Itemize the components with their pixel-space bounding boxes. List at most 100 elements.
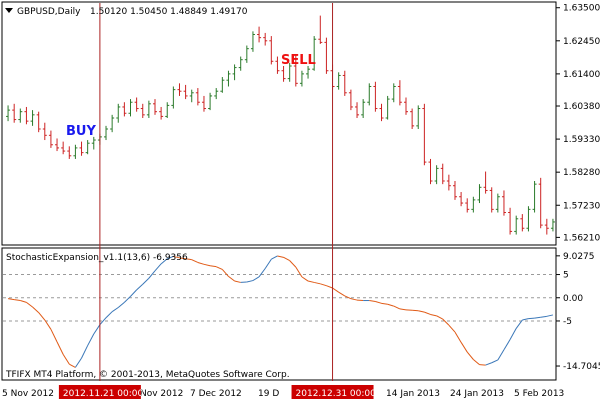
main-chart-frame (1, 1, 557, 246)
candle (495, 193, 500, 213)
candle (483, 171, 488, 194)
candle (12, 103, 17, 123)
time-badge-label: 2012.12.31 00:00 (296, 389, 377, 399)
stochastic-segment (87, 333, 95, 346)
stochastic-segment (485, 362, 492, 366)
stochastic-segment (216, 266, 223, 270)
candle (355, 102, 360, 118)
candle (214, 88, 219, 100)
candle (373, 81, 378, 112)
symbol-label: GBPUSD,Daily (17, 7, 81, 17)
stochastic-segment (473, 359, 480, 365)
stochastic-segment (160, 258, 168, 265)
stochastic-segment (522, 318, 529, 321)
time-tick-label: 5 Nov 2012 (2, 389, 54, 399)
stochastic-segment (99, 317, 107, 326)
time-tick-label: 5 Feb 2013 (514, 389, 564, 399)
candle (220, 77, 225, 93)
stochastic-segment (314, 281, 321, 285)
stochastic-segment (117, 302, 125, 308)
stochastic-segment (20, 300, 27, 303)
indicator-tick-label: 9.0275 (563, 252, 595, 262)
candle (397, 80, 402, 106)
candle (514, 215, 519, 235)
stochastic-segment (7, 298, 15, 301)
indicator-frame (1, 247, 557, 381)
price-tick-label: 1.62450 (563, 37, 600, 47)
candle (452, 180, 457, 200)
stochastic-segment (210, 265, 217, 268)
candle (165, 102, 170, 118)
stochastic-segment (69, 363, 76, 368)
candle (404, 97, 409, 115)
candle (508, 207, 513, 235)
stochastic-segment (277, 255, 284, 258)
stochastic-segment (418, 310, 425, 313)
candle (342, 70, 347, 96)
candle (79, 141, 84, 156)
stochastic-segment (93, 324, 101, 335)
time-tick-label: 24 Jan 2013 (450, 389, 504, 399)
stochastic-segment (124, 296, 131, 303)
chart-header: GBPUSD,Daily 1.50120 1.50450 1.48849 1.4… (5, 7, 248, 17)
candle (428, 158, 433, 185)
stochastic-segment (295, 266, 303, 278)
candle (520, 214, 525, 232)
stochastic-segment (466, 351, 474, 360)
stochastic-segment (448, 324, 456, 333)
header-arrow-icon (5, 8, 13, 13)
stochastic-segment (442, 318, 450, 326)
candle (348, 89, 353, 111)
candle (152, 99, 157, 115)
candle (379, 103, 384, 122)
candle (416, 105, 421, 130)
stochastic-segment (148, 270, 156, 279)
stochastic-segment (74, 357, 82, 368)
time-badge-label: 2012.11.21 00:00 (63, 389, 144, 399)
stochastic-segment (271, 255, 278, 260)
candle (42, 122, 47, 141)
stochastic-segment (369, 300, 376, 302)
candle (159, 106, 164, 120)
stochastic-segment (387, 303, 394, 307)
candle (544, 218, 549, 235)
candle (244, 45, 249, 63)
stochastic-segment (497, 349, 505, 361)
stochastic-segment (234, 280, 241, 283)
candle (195, 88, 200, 106)
price-tick-label: 1.61400 (563, 70, 600, 80)
stochastic-segment (326, 285, 333, 289)
stochastic-segment (50, 329, 58, 343)
indicator-level-lines (3, 274, 556, 322)
stochastic-line (7, 255, 554, 368)
signal-lines (99, 3, 334, 381)
stochastic-segment (81, 345, 89, 359)
candle (532, 180, 537, 213)
candle (238, 56, 243, 71)
candle (122, 102, 127, 117)
indicator-tick-label: 0.00 (563, 294, 583, 304)
price-axis: 1.63500 1.62450 1.61400 1.60380 1.59330 1.582… (556, 4, 600, 243)
stochastic-segment (540, 315, 547, 318)
candle (318, 15, 323, 44)
time-tick-label: Nov 2012 (140, 389, 183, 399)
candle (440, 163, 445, 185)
stochastic-segment (509, 328, 517, 340)
stochastic-segment (264, 258, 272, 269)
candle (128, 99, 133, 117)
candle (104, 125, 109, 141)
candle (67, 146, 72, 159)
stochastic-segment (399, 308, 407, 311)
stochastic-segment (283, 256, 290, 262)
price-tick-label: 1.57230 (563, 201, 600, 211)
stochastic-segment (503, 339, 511, 351)
candle (226, 70, 231, 87)
candle (489, 187, 494, 213)
price-tick-label: 1.59330 (563, 135, 600, 145)
time-tick-label: 7 Dec 2012 (190, 389, 242, 399)
candle (6, 105, 11, 122)
candle (391, 83, 396, 103)
candle (361, 99, 366, 118)
candle (293, 54, 298, 87)
candle (201, 95, 206, 112)
